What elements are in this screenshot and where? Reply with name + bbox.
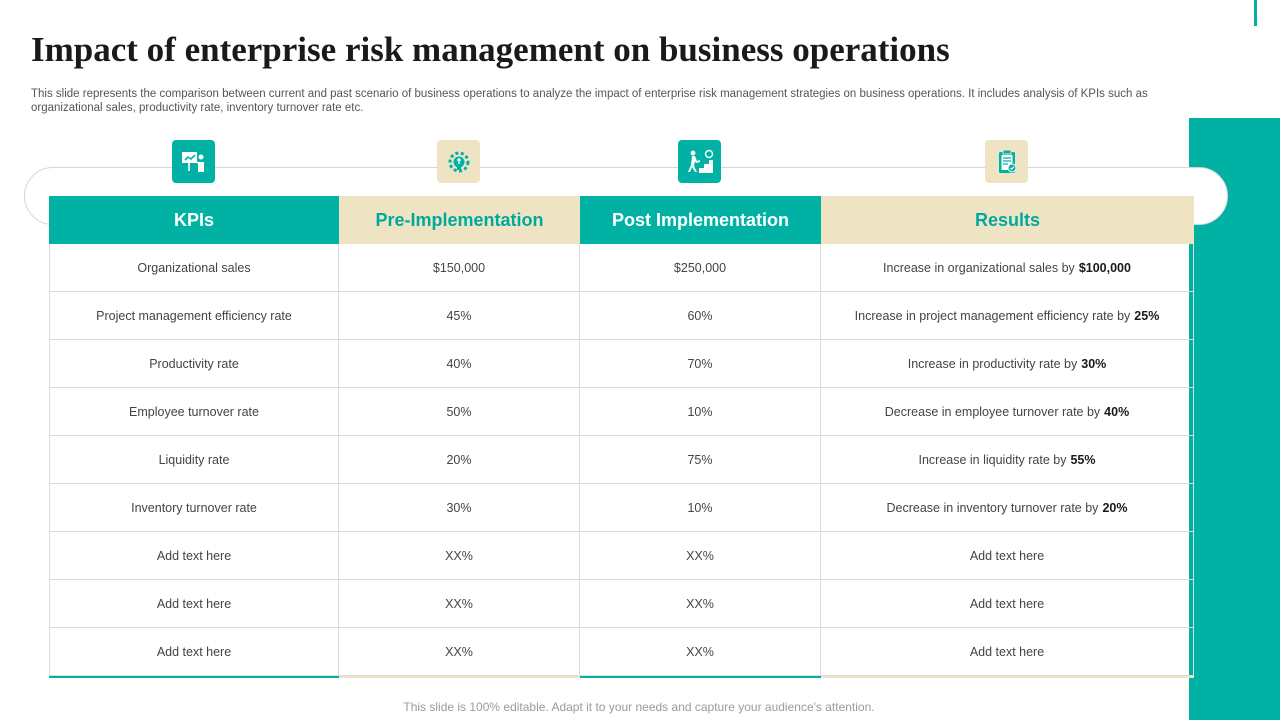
header-results: Results (821, 196, 1194, 244)
pre-cell: 20% (339, 436, 580, 484)
result-cell: Add text here (821, 532, 1194, 580)
kpi-cell: Project management efficiency rate (49, 292, 339, 340)
result-cell: Increase in productivity rate by 30% (821, 340, 1194, 388)
kpi-cell: Add text here (49, 628, 339, 676)
result-cell: Increase in liquidity rate by 55% (821, 436, 1194, 484)
result-text: Increase in liquidity rate by (918, 452, 1067, 467)
gear-bulb-icon (437, 140, 480, 183)
pre-cell: 30% (339, 484, 580, 532)
kpi-comparison-table: KPIs Pre-Implementation Post Implementat… (49, 196, 1194, 678)
table-row: Employee turnover rate 50% 10% Decrease in … (49, 388, 1194, 436)
footer-note: This slide is 100% editable. Adapt it to… (403, 700, 875, 714)
post-cell: 70% (580, 340, 821, 388)
table-row: Add text here XX% XX% Add text here (49, 532, 1194, 580)
result-cell: Add text here (821, 580, 1194, 628)
table-row: Inventory turnover rate 30% 10% Decrease in… (49, 484, 1194, 532)
result-value: 40% (1104, 404, 1130, 419)
table-bottom-accent (49, 676, 1194, 678)
pre-cell: XX% (339, 532, 580, 580)
post-cell: XX% (580, 628, 821, 676)
kpi-cell: Liquidity rate (49, 436, 339, 484)
table-header-row: KPIs Pre-Implementation Post Implementat… (49, 196, 1194, 244)
table-body: Organizational sales $150,000 $250,000 Incr… (49, 244, 1194, 676)
stairs-growth-icon (678, 140, 721, 183)
pre-cell: 50% (339, 388, 580, 436)
presentation-icon (172, 140, 215, 183)
page-title: Impact of enterprise risk management on … (31, 30, 950, 69)
table-row: Add text here XX% XX% Add text here (49, 580, 1194, 628)
result-cell: Add text here (821, 628, 1194, 676)
result-value: 20% (1102, 500, 1128, 515)
pre-cell: $150,000 (339, 244, 580, 292)
result-text: Decrease in inventory turnover rate by (886, 500, 1099, 515)
result-text: Add text here (969, 644, 1045, 659)
result-cell: Decrease in inventory turnover rate by 20… (821, 484, 1194, 532)
pre-cell: 40% (339, 340, 580, 388)
post-cell: XX% (580, 580, 821, 628)
kpi-cell: Add text here (49, 580, 339, 628)
table-row: Liquidity rate 20% 75% Increase in liquidit… (49, 436, 1194, 484)
result-text: Add text here (969, 596, 1045, 611)
result-text: Increase in productivity rate by (907, 356, 1078, 371)
header-pre-implementation: Pre-Implementation (339, 196, 580, 244)
post-cell: 75% (580, 436, 821, 484)
kpi-cell: Productivity rate (49, 340, 339, 388)
page-subtitle: This slide represents the comparison bet… (31, 88, 1148, 114)
result-value: 25% (1134, 308, 1160, 323)
kpi-cell: Organizational sales (49, 244, 339, 292)
result-text: Increase in project management efficienc… (854, 308, 1131, 323)
kpi-cell: Inventory turnover rate (49, 484, 339, 532)
pre-cell: 45% (339, 292, 580, 340)
post-cell: 10% (580, 388, 821, 436)
table-row: Productivity rate 40% 70% Increase in produ… (49, 340, 1194, 388)
corner-accent (1254, 0, 1257, 26)
header-kpis: KPIs (49, 196, 339, 244)
result-cell: Increase in project management efficienc… (821, 292, 1194, 340)
post-cell: $250,000 (580, 244, 821, 292)
kpi-cell: Add text here (49, 532, 339, 580)
result-text: Add text here (969, 548, 1045, 563)
table-row: Organizational sales $150,000 $250,000 Incr… (49, 244, 1194, 292)
header-post-implementation: Post Implementation (580, 196, 821, 244)
post-cell: 60% (580, 292, 821, 340)
pre-cell: XX% (339, 628, 580, 676)
post-cell: 10% (580, 484, 821, 532)
result-value: 30% (1081, 356, 1107, 371)
result-text: Decrease in employee turnover rate by (884, 404, 1101, 419)
result-value: 55% (1070, 452, 1096, 467)
clipboard-check-icon (985, 140, 1028, 183)
result-cell: Increase in organizational sales by $100,… (821, 244, 1194, 292)
kpi-cell: Employee turnover rate (49, 388, 339, 436)
result-value: $100,000 (1078, 260, 1131, 275)
pre-cell: XX% (339, 580, 580, 628)
table-row: Add text here XX% XX% Add text here (49, 628, 1194, 676)
result-cell: Decrease in employee turnover rate by 40% (821, 388, 1194, 436)
table-row: Project management efficiency rate 45% 60%… (49, 292, 1194, 340)
result-text: Increase in organizational sales by (883, 260, 1075, 275)
post-cell: XX% (580, 532, 821, 580)
